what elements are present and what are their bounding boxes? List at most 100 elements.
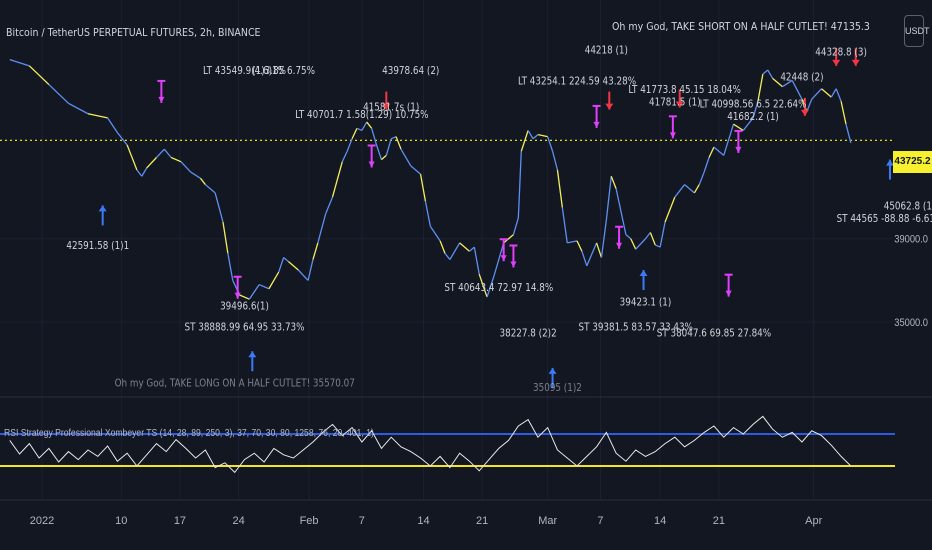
entry-marker-head xyxy=(616,242,623,249)
buy-arrow-head xyxy=(639,270,648,276)
time-tick-label: Feb xyxy=(300,515,319,527)
price-segment xyxy=(630,238,637,250)
indicator-label[interactable]: RSI Strategy Professional Xombeyer TS (1… xyxy=(4,428,374,439)
price-segment xyxy=(806,98,813,112)
trade-annotation: LT 40701.7 1.58(1.29) 10.75% xyxy=(295,109,428,121)
price-segment xyxy=(610,176,617,189)
buy-arrow-head xyxy=(98,205,107,212)
price-segment xyxy=(520,130,529,152)
time-tick-label: 2022 xyxy=(30,515,54,527)
trade-annotation: 42448 (2) xyxy=(780,72,823,84)
price-segment xyxy=(390,136,397,140)
price-segment xyxy=(424,201,431,227)
price-segment xyxy=(227,253,234,281)
price-segment xyxy=(684,184,695,194)
price-segment xyxy=(547,136,554,152)
price-segment xyxy=(473,246,480,275)
rsi-series-line xyxy=(9,415,852,474)
price-segment xyxy=(600,219,608,258)
price-segment xyxy=(331,161,343,198)
price-segment xyxy=(439,240,446,254)
buy-arrow-head xyxy=(885,159,894,166)
trade-annotation: 41682.2 (1) xyxy=(727,111,779,123)
sell-arrow-head xyxy=(851,59,860,66)
price-segment xyxy=(126,144,138,171)
price-segment xyxy=(199,177,206,185)
price-segment xyxy=(486,276,495,298)
currency-button[interactable]: USDT xyxy=(904,15,930,47)
price-segment xyxy=(371,128,378,146)
chart-grid xyxy=(0,0,893,500)
price-segment xyxy=(429,225,441,242)
price-segment xyxy=(190,171,201,179)
price-segment xyxy=(346,138,353,152)
price-segment xyxy=(503,234,514,244)
price-segment xyxy=(733,123,744,131)
price-segment xyxy=(742,117,754,131)
price-segment xyxy=(163,148,172,158)
price-segment xyxy=(703,157,710,173)
price-segment xyxy=(325,196,334,214)
entry-marker-head xyxy=(735,146,742,153)
trade-annotation: 42591.58 (1)1 xyxy=(66,240,129,252)
price-segment xyxy=(561,207,568,244)
time-tick-label: 21 xyxy=(476,515,488,527)
price-segment xyxy=(366,121,373,129)
price-segment xyxy=(845,124,852,144)
trade-annotation: (1)3.85 6.75% xyxy=(252,65,315,77)
price-segment xyxy=(248,284,260,300)
price-segment xyxy=(586,242,598,267)
price-segment xyxy=(204,184,216,194)
trade-annotation: LT 43254.1 224.59 43.28% xyxy=(518,76,636,88)
price-segment xyxy=(674,184,686,198)
trade-annotation: 41581.7s (1) xyxy=(363,102,419,114)
price-segment xyxy=(708,146,715,158)
price-segment xyxy=(811,88,822,100)
time-tick-label: Apr xyxy=(805,515,822,527)
trade-annotation: ST 38888.99 64.95 33.73% xyxy=(185,322,305,334)
price-segment xyxy=(307,259,314,281)
price-segment xyxy=(625,234,632,240)
price-segment xyxy=(840,101,847,125)
price-segment xyxy=(356,127,363,132)
sell-arrow-head xyxy=(800,109,809,116)
price-segment xyxy=(469,246,475,252)
trade-annotation: 38227.8 (2)2 xyxy=(500,328,557,340)
time-axis[interactable]: 2022 10 17 24 Feb 7 14 21 Mar 7 14 21 Apr xyxy=(30,515,823,527)
clipped-annotation: Oh my God, TAKE LONG ON A HALF CUTLET! 3… xyxy=(115,378,355,390)
price-axis[interactable]: 39000.0 35000.0 xyxy=(894,234,928,329)
sell-arrow-head xyxy=(832,59,841,66)
time-tick-label: 7 xyxy=(597,515,603,527)
price-segment xyxy=(214,192,224,223)
price-segment xyxy=(28,65,50,86)
alert-message: Oh my God, TAKE SHORT ON A HALF CUTLET! … xyxy=(612,20,870,33)
trade-annotation: ST 44565 -88.88 -6.61% xyxy=(837,213,932,225)
trade-annotation: ST 38047.6 69.85 27.84% xyxy=(657,328,771,340)
entry-marker-head xyxy=(669,132,676,139)
rsi-bands xyxy=(0,433,895,467)
price-segment xyxy=(375,144,383,160)
price-segment xyxy=(567,240,578,244)
price-segment xyxy=(762,69,769,75)
price-segment xyxy=(615,188,627,235)
price-segment xyxy=(107,117,118,133)
price-segment xyxy=(68,102,89,115)
price-segment xyxy=(556,169,563,208)
trade-annotation: ST 40643.4 72.97 14.8% xyxy=(444,282,553,294)
price-segment xyxy=(551,151,559,171)
price-segment xyxy=(537,133,548,138)
price-segment xyxy=(146,157,157,169)
price-segment xyxy=(527,130,534,140)
price-segment xyxy=(170,156,182,163)
price-segment xyxy=(752,101,759,119)
price-segment xyxy=(410,165,421,175)
price-segment xyxy=(772,77,783,88)
price-segment xyxy=(395,136,402,150)
price-segment xyxy=(723,123,735,156)
current-price-label: 43725.2 xyxy=(893,151,932,173)
price-segment xyxy=(791,80,803,100)
price-segment xyxy=(713,146,725,156)
trade-annotation: 41781.5 (1) xyxy=(649,97,701,109)
trade-annotation: LT 43549.9(4.6)1% xyxy=(203,65,286,77)
